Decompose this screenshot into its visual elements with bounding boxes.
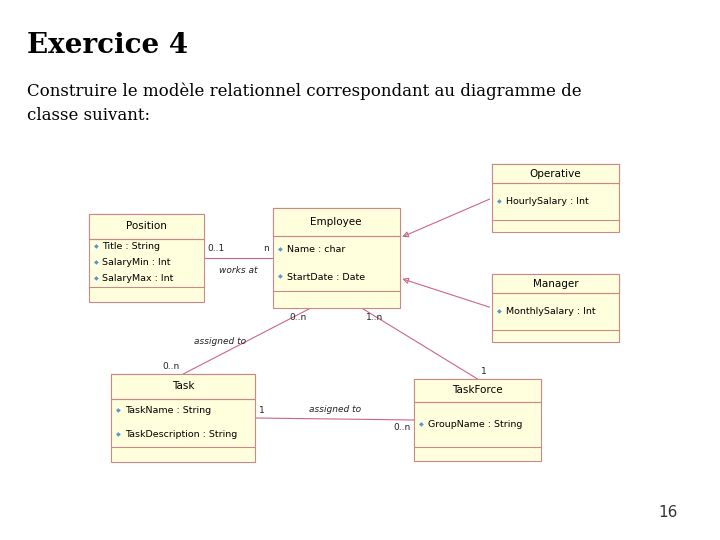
FancyBboxPatch shape [492, 164, 618, 232]
FancyBboxPatch shape [111, 374, 256, 399]
Text: ◆: ◆ [278, 275, 282, 280]
Text: ◆: ◆ [497, 199, 502, 204]
Text: assigned to: assigned to [309, 405, 361, 414]
Text: assigned to: assigned to [194, 336, 246, 346]
Text: Exercice 4: Exercice 4 [27, 32, 189, 59]
Text: 1: 1 [259, 406, 265, 415]
Text: TaskName : String: TaskName : String [125, 406, 211, 415]
Text: SalaryMax : Int: SalaryMax : Int [102, 274, 174, 284]
FancyBboxPatch shape [492, 164, 618, 183]
Text: 0..n: 0..n [289, 313, 307, 322]
FancyBboxPatch shape [111, 374, 256, 462]
Text: SalaryMin : Int: SalaryMin : Int [102, 258, 171, 267]
Text: 0..1: 0..1 [207, 244, 225, 253]
Text: ◆: ◆ [419, 422, 424, 427]
Text: 0..n: 0..n [162, 362, 179, 371]
Text: Title : String: Title : String [102, 242, 161, 251]
Text: ◆: ◆ [116, 408, 121, 413]
Text: n: n [264, 244, 269, 253]
Text: Task: Task [172, 381, 194, 391]
Text: Name : char: Name : char [287, 245, 345, 254]
FancyBboxPatch shape [414, 379, 541, 402]
Text: ◆: ◆ [116, 433, 121, 437]
Text: 16: 16 [658, 505, 678, 520]
Text: Construire le modèle relationnel correspondant au diagramme de
classe suivant:: Construire le modèle relationnel corresp… [27, 82, 582, 124]
Text: Operative: Operative [530, 168, 581, 179]
Text: HourlySalary : Int: HourlySalary : Int [505, 197, 588, 206]
Text: Manager: Manager [533, 279, 578, 288]
Text: 0..n: 0..n [393, 423, 410, 432]
Text: TaskForce: TaskForce [452, 386, 503, 395]
Text: Employee: Employee [310, 217, 362, 227]
Text: StartDate : Date: StartDate : Date [287, 273, 364, 282]
Text: Position: Position [126, 221, 166, 231]
Text: ◆: ◆ [278, 247, 282, 252]
FancyBboxPatch shape [89, 214, 204, 302]
FancyBboxPatch shape [89, 214, 204, 239]
FancyBboxPatch shape [273, 208, 400, 236]
Text: TaskDescription : String: TaskDescription : String [125, 430, 237, 440]
Text: ◆: ◆ [94, 276, 99, 281]
Text: works at: works at [219, 266, 258, 275]
FancyBboxPatch shape [273, 208, 400, 308]
Text: 1: 1 [482, 367, 487, 376]
Text: ◆: ◆ [497, 309, 502, 314]
Text: ◆: ◆ [94, 244, 99, 249]
FancyBboxPatch shape [492, 274, 618, 293]
Text: 1..n: 1..n [366, 313, 383, 322]
Text: ◆: ◆ [94, 260, 99, 265]
Text: MonthlySalary : Int: MonthlySalary : Int [505, 307, 595, 316]
Text: GroupName : String: GroupName : String [428, 420, 522, 429]
FancyBboxPatch shape [492, 274, 618, 342]
FancyBboxPatch shape [414, 379, 541, 461]
